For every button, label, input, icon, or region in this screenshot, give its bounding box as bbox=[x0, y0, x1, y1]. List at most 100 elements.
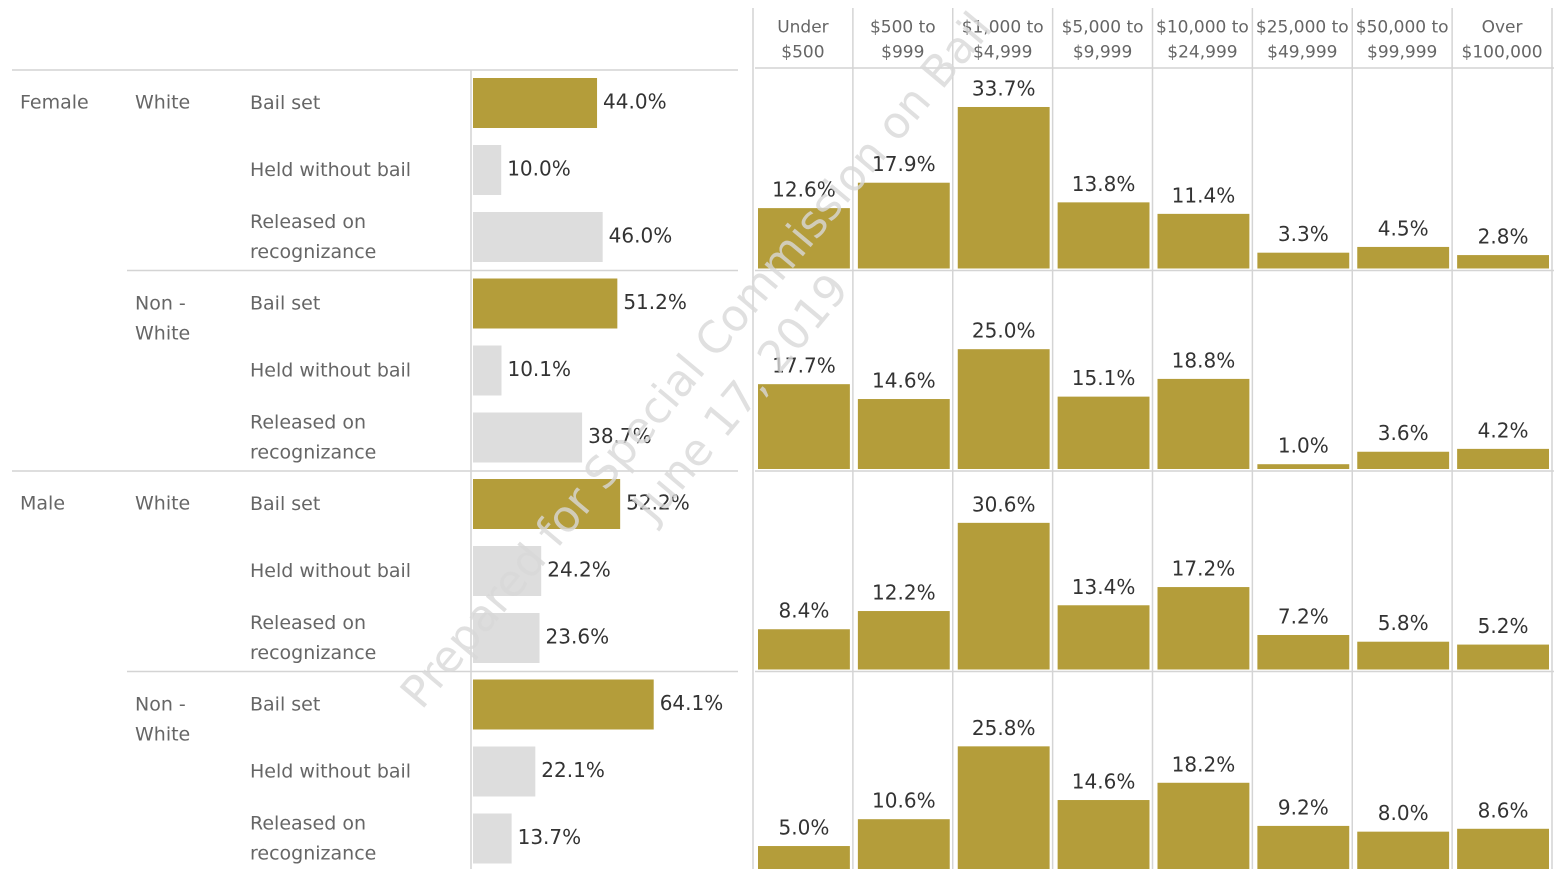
value-label: 14.6% bbox=[1072, 770, 1136, 794]
bar bbox=[1257, 252, 1350, 269]
bar bbox=[1357, 246, 1450, 269]
value-label: 18.8% bbox=[1172, 348, 1236, 372]
value-label: 24.2% bbox=[547, 558, 611, 582]
outcome-label: Held without bail bbox=[250, 359, 411, 381]
column-label: $50,000 to $99,999 bbox=[1356, 18, 1449, 63]
value-label: 10.1% bbox=[507, 357, 571, 381]
column-label: Under $500 bbox=[777, 18, 828, 63]
column-label: Over $100,000 bbox=[1462, 18, 1543, 63]
race-label: Non -White bbox=[135, 693, 190, 745]
outcome-label: Held without bail bbox=[250, 760, 411, 782]
column-label: $25,000 to $49,999 bbox=[1256, 18, 1349, 63]
value-label: 51.2% bbox=[623, 290, 687, 314]
bar bbox=[758, 208, 850, 269]
bar bbox=[1057, 800, 1150, 869]
race-label: White bbox=[135, 493, 190, 515]
bar bbox=[1157, 378, 1250, 469]
value-label: 5.0% bbox=[779, 816, 830, 840]
value-label: 8.4% bbox=[779, 599, 830, 623]
bar bbox=[473, 412, 583, 463]
bar bbox=[473, 546, 542, 596]
bar bbox=[1157, 587, 1250, 670]
outcome-label: Held without bail bbox=[250, 159, 411, 181]
bar bbox=[473, 613, 540, 663]
bar bbox=[473, 345, 502, 396]
column-label: $1,000 to $4,999 bbox=[962, 18, 1044, 63]
value-label: 5.2% bbox=[1478, 614, 1529, 638]
bar bbox=[1257, 634, 1350, 670]
value-label: 4.2% bbox=[1478, 418, 1529, 442]
value-label: 30.6% bbox=[972, 492, 1036, 516]
bar bbox=[1457, 448, 1549, 469]
bar bbox=[473, 145, 502, 195]
value-label: 3.3% bbox=[1278, 222, 1329, 246]
outcome-label: Held without bail bbox=[250, 560, 411, 582]
bar bbox=[957, 349, 1050, 469]
value-label: 17.2% bbox=[1172, 557, 1236, 581]
value-label: 14.6% bbox=[872, 369, 936, 393]
value-label: 33.7% bbox=[972, 76, 1036, 100]
gender-label: Male bbox=[20, 493, 65, 515]
value-label: 3.6% bbox=[1378, 421, 1429, 445]
bar bbox=[473, 813, 512, 864]
marks: Female White Bail set 44.0% Held without bai… bbox=[12, 8, 1554, 869]
bar bbox=[1357, 641, 1450, 670]
bar bbox=[758, 629, 850, 670]
value-label: 12.2% bbox=[872, 581, 936, 605]
bar bbox=[857, 399, 950, 469]
value-label: 5.8% bbox=[1378, 611, 1429, 635]
value-label: 18.2% bbox=[1172, 752, 1236, 776]
bar bbox=[1357, 831, 1450, 869]
value-label: 12.6% bbox=[772, 178, 836, 202]
value-label: 9.2% bbox=[1278, 795, 1329, 819]
value-label: 4.5% bbox=[1378, 216, 1429, 240]
value-label: 52.2% bbox=[626, 491, 690, 515]
value-label: 10.0% bbox=[507, 157, 571, 181]
bar bbox=[1157, 782, 1250, 869]
bar bbox=[473, 212, 603, 262]
bar bbox=[1357, 451, 1450, 469]
outcome-label: Bail set bbox=[250, 92, 320, 114]
outcome-label: Released on recognizance bbox=[250, 411, 376, 463]
bar bbox=[857, 182, 950, 269]
column-label: $5,000 to $9,999 bbox=[1062, 18, 1144, 63]
outcome-label: Bail set bbox=[250, 493, 320, 515]
value-label: 38.7% bbox=[588, 424, 652, 448]
value-label: 8.0% bbox=[1378, 801, 1429, 825]
value-label: 23.6% bbox=[546, 625, 610, 649]
value-label: 13.8% bbox=[1072, 172, 1136, 196]
outcome-label: Released on recognizance bbox=[250, 812, 376, 864]
bar bbox=[758, 384, 850, 469]
value-label: 8.6% bbox=[1478, 798, 1529, 822]
bar bbox=[957, 746, 1050, 869]
outcome-label: Released on recognizance bbox=[250, 612, 376, 664]
column-label: $10,000 to $24,999 bbox=[1156, 18, 1249, 63]
race-label: White bbox=[135, 92, 190, 114]
bar bbox=[857, 611, 950, 670]
bar bbox=[1157, 213, 1250, 269]
value-label: 10.6% bbox=[872, 789, 936, 813]
value-label: 15.1% bbox=[1072, 366, 1136, 390]
outcome-label: Bail set bbox=[250, 292, 320, 314]
value-label: 1.0% bbox=[1278, 434, 1329, 458]
value-label: 2.8% bbox=[1478, 225, 1529, 249]
value-label: 11.4% bbox=[1172, 183, 1236, 207]
value-label: 17.9% bbox=[872, 152, 936, 176]
bar bbox=[473, 479, 621, 529]
value-label: 17.7% bbox=[772, 354, 836, 378]
value-label: 25.0% bbox=[972, 319, 1036, 343]
bar bbox=[1457, 644, 1549, 670]
bar bbox=[1257, 825, 1350, 869]
bar bbox=[1057, 202, 1150, 269]
value-label: 13.4% bbox=[1072, 575, 1136, 599]
column-label: $500 to $999 bbox=[870, 18, 936, 63]
bar bbox=[957, 106, 1050, 269]
value-label: 22.1% bbox=[541, 758, 605, 782]
bar bbox=[1057, 396, 1150, 469]
bar bbox=[857, 819, 950, 869]
value-label: 64.1% bbox=[660, 691, 724, 715]
bar bbox=[1457, 828, 1549, 869]
bar bbox=[1057, 605, 1150, 670]
gender-label: Female bbox=[20, 92, 89, 114]
